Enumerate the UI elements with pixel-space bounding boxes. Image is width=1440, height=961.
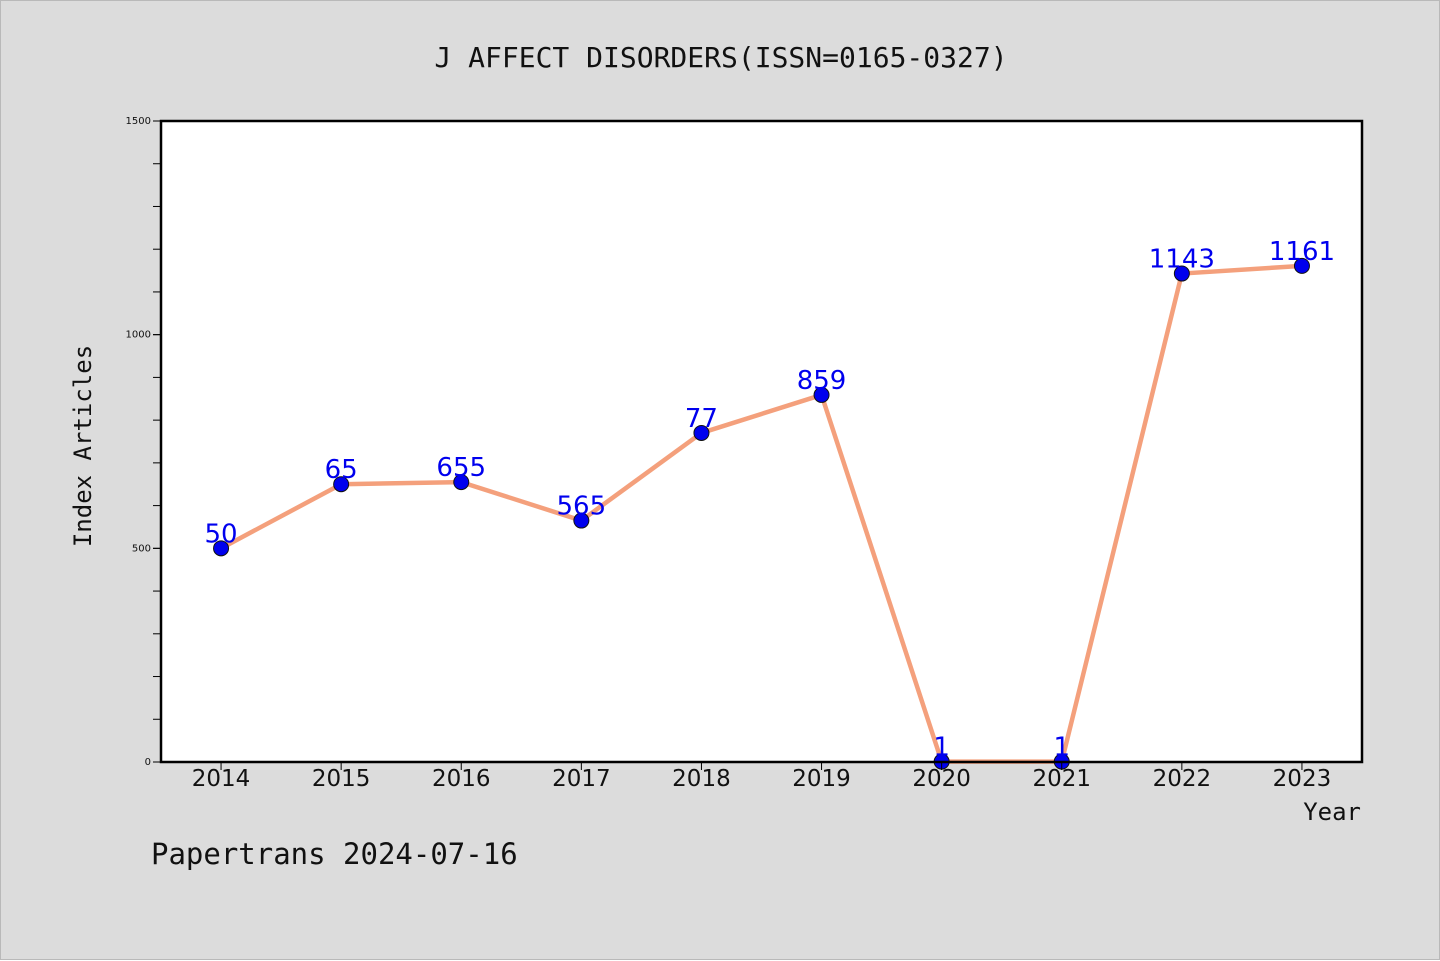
x-tick-label: 2019 [792,766,851,792]
chart-title: J AFFECT DISORDERS(ISSN=0165-0327) [434,41,1007,74]
data-point [1173,265,1190,282]
data-point [1293,257,1310,274]
x-tick-label: 2014 [192,766,251,792]
plot-area [161,121,1362,762]
data-point [693,424,710,441]
y-axis-label: Index Articles [69,345,97,547]
data-label: 65 [325,455,358,485]
x-tick-label: 2018 [672,766,731,792]
data-point [453,474,470,491]
data-label: 1143 [1149,245,1215,275]
data-label: 77 [685,404,718,434]
data-label: 50 [205,519,238,549]
y-axis-ticks: 0 500 1000 1500 [126,116,161,768]
x-tick-label: 2015 [312,766,371,792]
plot-frame [159,119,1364,764]
y-tick-label: 1000 [126,330,151,341]
x-tick-label: 2017 [552,766,611,792]
series-marker-layer [213,257,1310,770]
y-tick-label: 1500 [126,116,151,127]
data-label: 1161 [1269,237,1335,267]
y-tick-label: 500 [132,543,151,554]
data-point [333,476,350,493]
x-axis-label: Year [1303,798,1361,826]
x-tick-label: 2016 [432,766,491,792]
series-line [218,263,1305,764]
x-tick-label: 2021 [1032,766,1091,792]
x-tick-label: 2023 [1273,766,1332,792]
data-label: 859 [797,366,847,396]
data-label: 1 [1053,733,1070,763]
data-label-layer: 50 65 655 565 77 859 1 1 1143 1161 [205,237,1336,763]
data-label: 565 [557,492,607,522]
data-point [813,386,830,403]
x-tick-label: 2022 [1153,766,1212,792]
y-tick-label: 0 [145,757,151,768]
watermark-text: Papertrans 2024-07-16 [151,837,518,871]
x-axis-ticks: 2014 2015 2016 2017 2018 2019 2020 2021 2022 2023 [192,762,1331,792]
data-label: 655 [436,453,486,483]
x-tick-label: 2020 [912,766,971,792]
data-point [573,512,590,529]
series-line-layer [218,263,1305,764]
data-point [213,540,230,557]
data-label: 1 [933,733,950,763]
axes [159,119,1364,764]
